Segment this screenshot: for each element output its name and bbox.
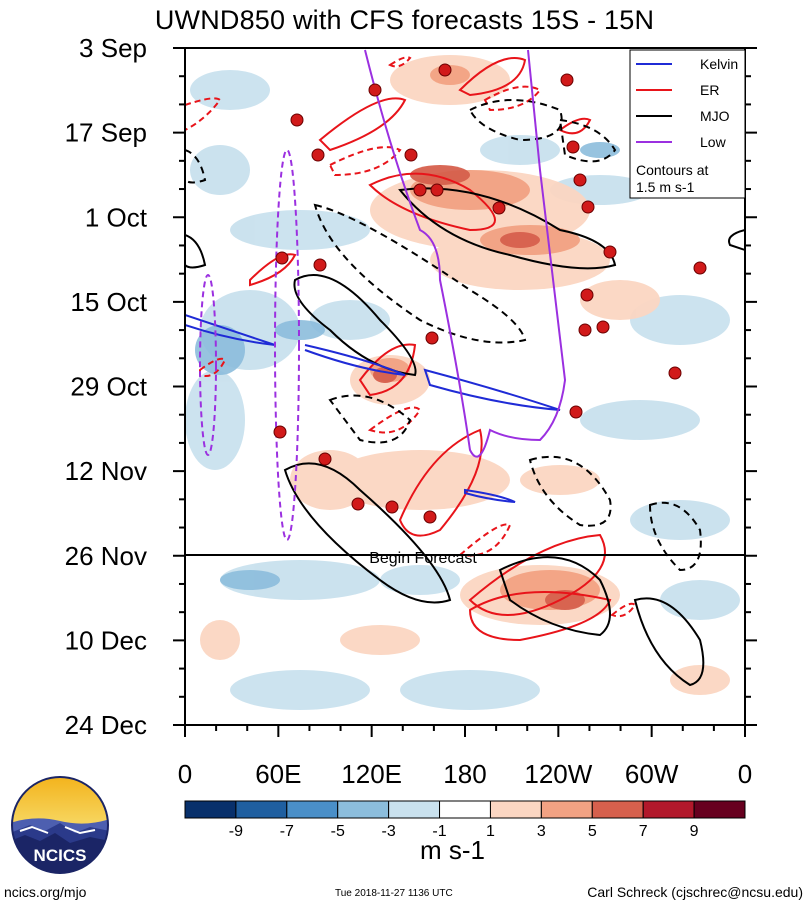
er-contour <box>368 172 496 232</box>
mjo-contour-neg <box>648 501 702 572</box>
legend-note-line1: Contours at <box>636 162 708 178</box>
colorbar: -9 -7 -5 -3 -1 1 3 5 7 9 <box>184 800 746 840</box>
mjo-contour <box>185 233 207 269</box>
mjo-contour-neg <box>528 455 612 527</box>
colorbar-bin <box>337 800 390 819</box>
tropical-cyclone-markers <box>273 63 707 524</box>
y-tick-label: 1 Oct <box>85 202 148 232</box>
x-axis-labels: 0 60E 120E 180 120W 60W 0 <box>178 759 752 789</box>
x-tick-label: 60E <box>255 759 301 789</box>
colorbar-label: 9 <box>690 823 699 840</box>
legend-label: ER <box>700 82 719 98</box>
wave-filter-contours <box>185 49 745 687</box>
colorbar-label: 3 <box>537 823 546 840</box>
colorbar-label: -1 <box>432 823 446 840</box>
er-contour-neg <box>199 357 227 377</box>
legend-box <box>629 49 746 199</box>
er-contour-neg <box>483 85 542 112</box>
colorbar-bin <box>235 800 288 819</box>
mjo-contour <box>293 274 417 377</box>
colorbar-bin <box>184 800 237 819</box>
er-contour-neg <box>388 56 412 68</box>
x-tick-label: 180 <box>443 759 486 789</box>
kelvin-contour <box>304 344 406 376</box>
x-tick-label: 0 <box>178 759 192 789</box>
er-contour <box>358 343 417 397</box>
er-contour <box>458 57 527 97</box>
mjo-contour <box>498 556 611 637</box>
colorbar-label: 7 <box>639 823 648 840</box>
y-tick-label: 29 Oct <box>70 372 147 402</box>
mjo-contour-neg <box>313 203 527 344</box>
er-contour-neg <box>610 602 637 618</box>
y-tick-label: 12 Nov <box>65 456 147 486</box>
colorbar-bin <box>388 800 441 819</box>
colorbar-label: -5 <box>331 823 345 840</box>
colorbar-bin <box>489 800 542 819</box>
y-tick-label: 17 Sep <box>65 118 147 148</box>
colorbar-bin <box>591 800 644 819</box>
forecast-label: Begin Forecast <box>369 550 477 567</box>
mjo-contour <box>398 187 617 270</box>
mjo-contour-neg <box>328 394 412 444</box>
axis-ticks <box>173 47 757 737</box>
mjo-contour <box>633 597 705 687</box>
low-contour <box>364 49 567 458</box>
low-contour-neg <box>199 274 217 456</box>
colorbar-label: 1 <box>486 823 495 840</box>
y-tick-label: 3 Sep <box>79 33 147 63</box>
colorbar-bin <box>439 800 491 819</box>
colorbar-label: -3 <box>382 823 396 840</box>
y-tick-label: 24 Dec <box>65 710 147 740</box>
y-tick-label: 26 Nov <box>65 541 147 571</box>
legend-note-line2: 1.5 m s-1 <box>636 179 695 195</box>
colorbar-bin <box>540 800 593 819</box>
mjo-contour-neg <box>185 148 207 184</box>
kelvin-contour <box>423 368 561 411</box>
legend-label: Low <box>700 134 727 150</box>
colorbar-label: 5 <box>588 823 597 840</box>
colorbar-units: m s-1 <box>420 835 485 865</box>
x-tick-label: 0 <box>738 759 752 789</box>
er-contour <box>249 253 297 287</box>
footer-website: ncics.org/mjo <box>4 884 87 900</box>
er-contour <box>318 97 407 152</box>
kelvin-contour <box>464 488 516 503</box>
chart-title: UWND850 with CFS forecasts 15S - 15N <box>154 5 655 35</box>
colorbar-bin <box>286 800 339 819</box>
colorbar-label: -9 <box>229 823 243 840</box>
er-contour-neg <box>367 406 422 434</box>
mjo-contour <box>283 462 452 604</box>
x-tick-label: 120E <box>341 759 402 789</box>
legend-label: Kelvin <box>700 56 738 72</box>
er-contour <box>558 117 592 135</box>
y-axis-labels: 3 Sep 17 Sep 1 Oct 15 Oct 29 Oct 12 Nov 26 Nov… <box>65 33 148 740</box>
mjo-contour-neg <box>558 118 617 163</box>
er-contour <box>398 428 483 537</box>
legend-label: MJO <box>700 108 730 124</box>
x-tick-label: 60W <box>625 759 679 789</box>
colorbar-bin <box>693 800 746 819</box>
er-contour <box>468 591 612 642</box>
logo-text: NCICS <box>34 846 87 865</box>
colorbar-bin <box>642 800 695 819</box>
mjo-contour-neg <box>468 99 563 142</box>
er-contour-neg <box>185 97 222 132</box>
low-contour-neg <box>274 149 300 541</box>
er-contour-neg <box>328 146 402 177</box>
y-tick-label: 10 Dec <box>65 625 147 655</box>
footer-author: Carl Schreck (cjschrec@ncsu.edu) <box>587 884 803 900</box>
footer-timestamp: Tue 2018-11-27 1136 UTC <box>335 888 453 899</box>
y-tick-label: 15 Oct <box>70 287 147 317</box>
x-tick-label: 120W <box>524 759 592 789</box>
legend: Kelvin ER MJO Low Contours at 1.5 m s-1 <box>629 49 746 199</box>
colorbar-label: -7 <box>280 823 294 840</box>
ncics-logo: NCICS <box>11 776 109 874</box>
er-contour <box>468 533 606 616</box>
